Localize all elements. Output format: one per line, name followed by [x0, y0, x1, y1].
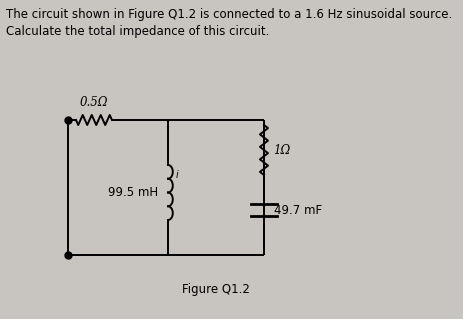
Text: 49.7 mF: 49.7 mF	[273, 204, 321, 217]
Text: The circuit shown in Figure Q1.2 is connected to a 1.6 Hz sinusoidal source.: The circuit shown in Figure Q1.2 is conn…	[6, 8, 452, 21]
Text: 99.5 mH: 99.5 mH	[108, 186, 158, 199]
Text: Figure Q1.2: Figure Q1.2	[181, 283, 250, 296]
Text: i: i	[175, 170, 178, 180]
Text: 0.5Ω: 0.5Ω	[80, 95, 108, 108]
Text: Calculate the total impedance of this circuit.: Calculate the total impedance of this ci…	[6, 25, 269, 38]
Text: 1Ω: 1Ω	[273, 144, 290, 157]
